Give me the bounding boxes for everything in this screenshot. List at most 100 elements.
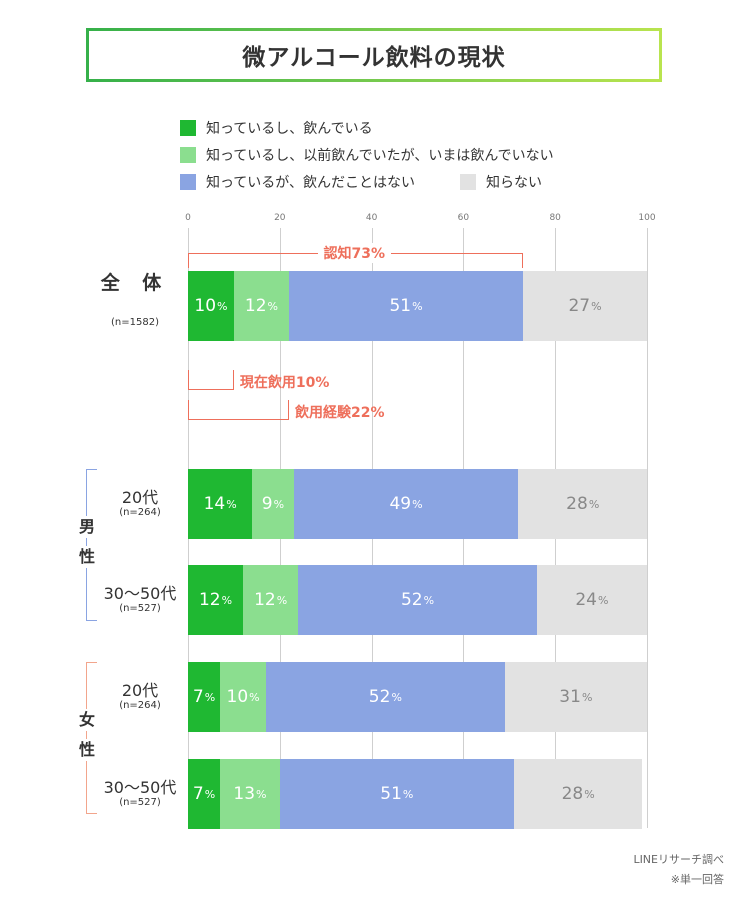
data-label-unit: % (256, 787, 267, 801)
data-label-unit: % (581, 690, 593, 704)
legend-item-unaware: 知らない (460, 172, 542, 192)
data-label-unit: % (402, 787, 414, 801)
bar-segment: 12% (233, 271, 289, 341)
group-bracket (86, 662, 97, 814)
legend-label: 知っているし、以前飲んでいたが、いまは飲んでいない (206, 148, 554, 164)
data-label-unit: % (273, 497, 285, 511)
legend-label: 知っているし、飲んでいる (206, 121, 373, 137)
bar-segment: 14% (188, 469, 253, 539)
row-label-total: 全 体 (100, 272, 170, 294)
data-label: 28 (566, 494, 588, 514)
row-sample-size: (n=264) (119, 507, 161, 518)
row-label: 20代 (121, 488, 159, 507)
legend-swatch (460, 174, 476, 190)
bar-segment: 7% (188, 662, 221, 732)
legend-label: 知っているが、飲んだことはない (206, 175, 416, 191)
data-label-unit: % (217, 299, 228, 313)
data-label: 12 (254, 590, 276, 610)
legend-swatch (180, 174, 196, 190)
x-tick-label: 0 (185, 213, 191, 223)
data-label-unit: % (598, 593, 609, 607)
x-tick-label: 40 (365, 213, 378, 223)
gridline (647, 228, 648, 828)
drinking-annotation: 飲用経験22% (294, 405, 385, 421)
data-label: 7 (192, 687, 204, 707)
drinking-bracket (188, 370, 234, 390)
row-label: 20代 (121, 681, 159, 700)
data-label-unit: % (226, 497, 237, 511)
legend-swatch (180, 147, 196, 163)
bar-segment: 9% (252, 469, 294, 539)
bar-segment: 24% (536, 565, 647, 635)
data-label-unit: % (267, 299, 278, 313)
bar-segment: 28% (513, 759, 643, 829)
data-label: 10 (194, 296, 217, 316)
bar-segment: 10% (188, 271, 234, 341)
data-label: 52 (400, 590, 423, 610)
bar-segment: 49% (293, 469, 519, 539)
awareness-annotation: 認知73% (317, 243, 392, 263)
group-label: 性 (78, 739, 96, 761)
drinking-bracket (188, 400, 289, 420)
bar-segment: 28% (518, 469, 647, 539)
answer-note: ※単一回答 (670, 873, 724, 886)
bar-segment: 31% (504, 662, 647, 732)
data-label-unit: % (249, 690, 260, 704)
data-label: 10 (226, 687, 249, 707)
data-label: 9 (261, 494, 273, 514)
legend-label: 知らない (486, 175, 542, 191)
data-label: 52 (368, 687, 391, 707)
data-label: 12 (244, 296, 267, 316)
bar-segment: 7% (188, 759, 221, 829)
data-label-unit: % (204, 787, 216, 801)
data-label-unit: % (221, 593, 233, 607)
data-label-unit: % (584, 787, 595, 801)
bar-segment: 10% (220, 662, 267, 732)
data-label-unit: % (276, 593, 288, 607)
row-label: 30〜50代 (103, 778, 177, 797)
row-sample-size: (n=527) (119, 797, 161, 808)
title-box: 微アルコール飲料の現状 (86, 28, 662, 82)
group-label: 性 (78, 546, 96, 568)
row-sample-size: (n=1582) (111, 317, 159, 328)
group-label: 男 (78, 516, 96, 538)
data-label: 27 (568, 296, 591, 316)
x-tick-label: 20 (274, 213, 286, 223)
data-label-unit: % (412, 299, 423, 313)
legend-item-drinking: 知っているし、飲んでいる (180, 118, 373, 138)
data-label-unit: % (423, 593, 435, 607)
x-tick-label: 60 (457, 213, 470, 223)
data-label-unit: % (204, 690, 216, 704)
x-tick-label: 100 (638, 213, 656, 223)
bar-segment: 12% (188, 565, 244, 635)
row-label: 30〜50代 (103, 584, 177, 603)
legend-item-used-to-drink: 知っているし、以前飲んでいたが、いまは飲んでいない (180, 145, 554, 165)
bar-segment: 51% (288, 271, 524, 341)
data-label-unit: % (391, 690, 402, 704)
data-label: 51 (389, 296, 412, 316)
drinking-annotation: 現在飲用10% (239, 375, 330, 391)
bar-segment: 52% (298, 565, 537, 635)
data-label: 49 (389, 494, 412, 514)
data-label: 12 (198, 590, 221, 610)
legend-swatch (180, 120, 196, 136)
row-sample-size: (n=527) (119, 603, 161, 614)
data-label: 24 (575, 590, 597, 610)
data-label-unit: % (412, 497, 423, 511)
x-tick-label: 80 (549, 213, 561, 223)
data-label-unit: % (591, 299, 602, 313)
data-label: 14 (203, 494, 226, 514)
data-label: 31 (559, 687, 581, 707)
bar-segment: 52% (266, 662, 505, 732)
bar-segment: 27% (523, 271, 647, 341)
bar-segment: 51% (279, 759, 514, 829)
data-label-unit: % (588, 497, 600, 511)
legend-item-never-drunk: 知っているが、飲んだことはない (180, 172, 415, 192)
bar-segment: 13% (220, 759, 280, 829)
bar-segment: 12% (243, 565, 299, 635)
source-note: LINEリサーチ調べ (633, 853, 724, 866)
data-label: 13 (233, 784, 256, 804)
data-label: 51 (380, 784, 402, 804)
group-bracket (86, 469, 97, 621)
group-label: 女 (78, 709, 96, 731)
